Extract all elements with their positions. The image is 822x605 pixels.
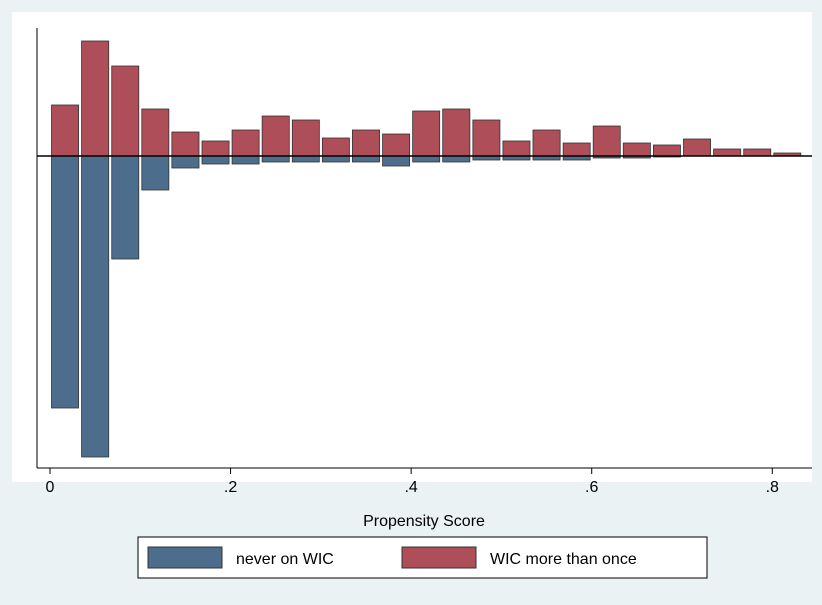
bar bbox=[111, 155, 140, 260]
x-axis-title: Propensity Score bbox=[363, 513, 485, 530]
plot-background bbox=[12, 12, 812, 482]
bar bbox=[51, 104, 79, 157]
bar bbox=[141, 108, 170, 157]
bar bbox=[382, 133, 411, 157]
legend-label: WIC more than once bbox=[490, 551, 637, 568]
bar bbox=[321, 137, 350, 157]
bar bbox=[111, 65, 140, 157]
x-tick-label: .8 bbox=[766, 479, 779, 496]
bar bbox=[683, 138, 711, 157]
bar bbox=[171, 131, 200, 157]
bar bbox=[653, 144, 681, 157]
bar bbox=[51, 155, 79, 409]
bar bbox=[201, 140, 230, 157]
bar bbox=[442, 108, 471, 157]
bar bbox=[592, 125, 621, 157]
bar bbox=[291, 119, 320, 157]
bar bbox=[472, 119, 501, 157]
x-tick-label: .4 bbox=[404, 479, 417, 496]
x-tick-label: .2 bbox=[224, 479, 237, 496]
legend-swatch bbox=[147, 546, 223, 569]
bar bbox=[532, 129, 561, 157]
legend-swatch bbox=[401, 546, 477, 569]
bar bbox=[743, 148, 772, 157]
x-tick-label: .6 bbox=[585, 479, 598, 496]
legend bbox=[137, 536, 708, 579]
bar bbox=[412, 110, 441, 157]
bar bbox=[231, 129, 260, 157]
bar bbox=[141, 155, 170, 191]
bar bbox=[502, 140, 531, 157]
legend-label: never on WIC bbox=[236, 551, 334, 568]
bar bbox=[713, 148, 742, 157]
bar bbox=[412, 155, 441, 163]
bar bbox=[442, 155, 471, 163]
bar bbox=[201, 155, 230, 165]
bar bbox=[562, 142, 591, 157]
bar bbox=[321, 155, 350, 163]
bar bbox=[382, 155, 411, 167]
bar bbox=[81, 40, 110, 157]
bar bbox=[81, 155, 110, 458]
bar bbox=[231, 155, 260, 165]
bar bbox=[352, 129, 380, 157]
bar bbox=[622, 142, 651, 157]
bar bbox=[171, 155, 200, 169]
bar bbox=[261, 115, 290, 157]
bar bbox=[261, 155, 290, 163]
x-tick-label: 0 bbox=[46, 479, 55, 496]
bar bbox=[352, 155, 380, 163]
bar bbox=[291, 155, 320, 163]
